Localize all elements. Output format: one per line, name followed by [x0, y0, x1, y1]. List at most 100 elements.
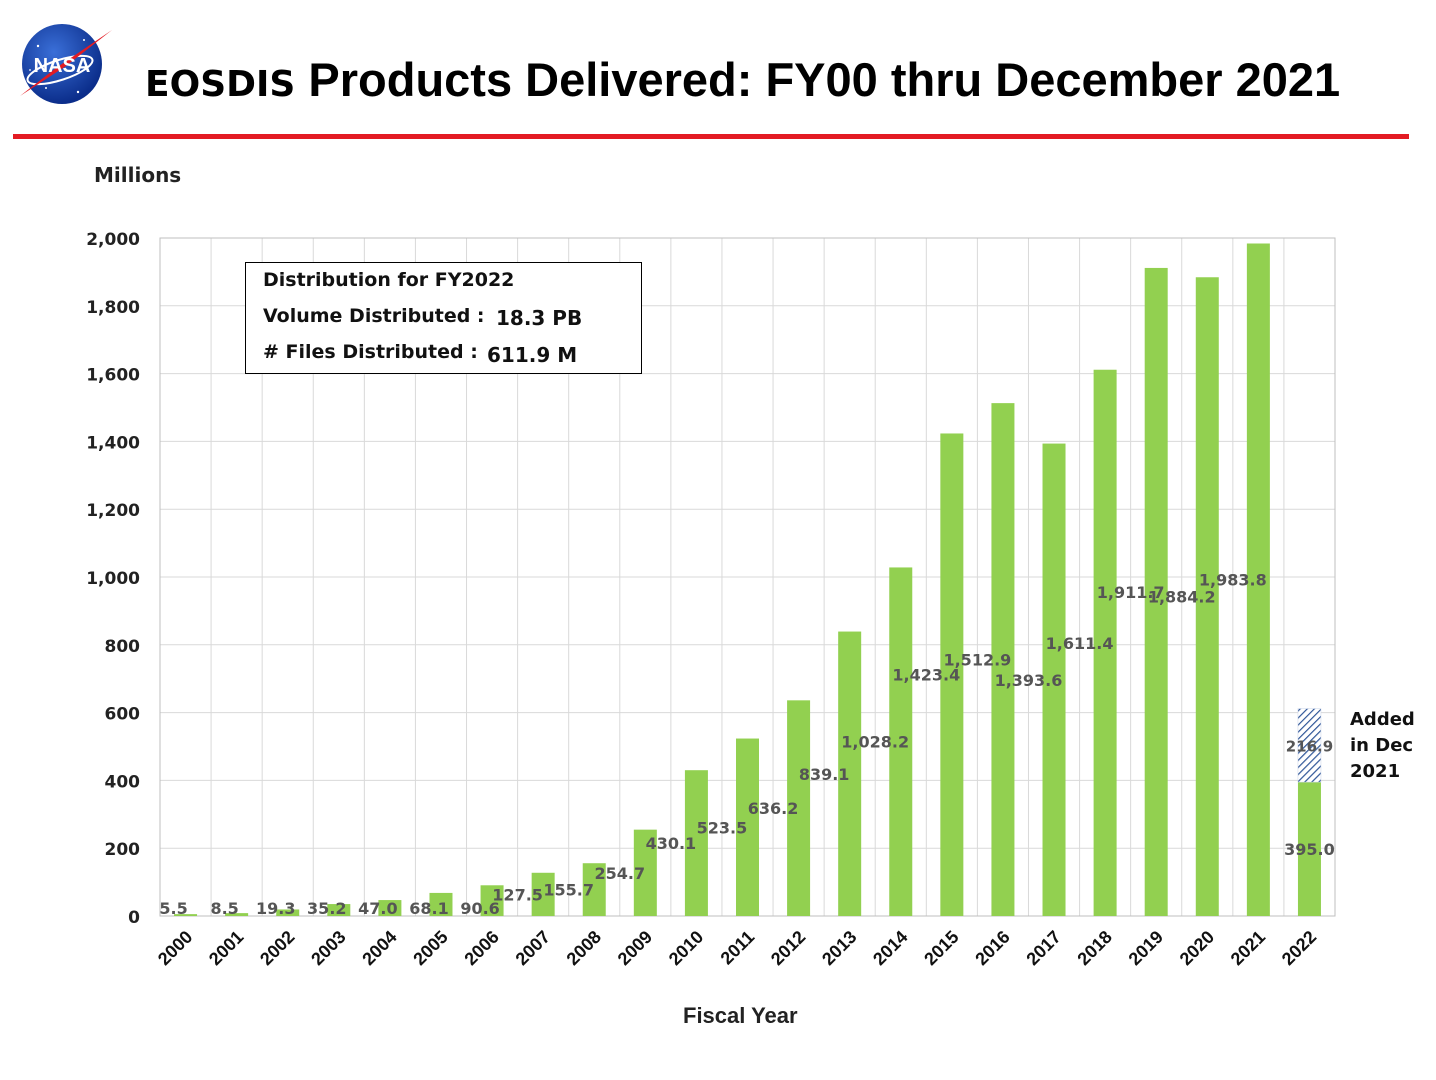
bar-2009 [633, 829, 657, 916]
data-label-2002: 19.3 [256, 899, 295, 918]
x-tick-label: 2008 [563, 927, 605, 969]
x-tick-label: 2019 [1125, 927, 1167, 969]
volume-distributed-label: Volume Distributed : [263, 305, 485, 327]
bar-2002 [276, 909, 300, 916]
data-label-2011: 523.5 [697, 818, 748, 837]
bar-2020 [1195, 277, 1219, 916]
data-label-2017: 1,393.6 [995, 671, 1063, 690]
bar-2016 [991, 403, 1015, 916]
title-divider [13, 134, 1409, 139]
x-tick-label: 2022 [1278, 927, 1320, 969]
data-label-2001: 8.5 [210, 899, 238, 918]
bar-2003 [327, 904, 351, 916]
x-tick-label: 2020 [1176, 927, 1218, 969]
x-tick-label: 2013 [818, 927, 860, 969]
data-label-2021: 1,983.8 [1199, 571, 1267, 590]
nasa-logo: NASA [20, 24, 112, 104]
volume-distributed-value: 18.3 PB [496, 306, 583, 330]
bar-2006 [480, 885, 504, 916]
data-label-2008: 155.7 [543, 881, 594, 900]
bar-2014 [889, 567, 913, 916]
x-tick-label: 2002 [256, 927, 298, 969]
bar-2010 [684, 770, 708, 916]
y-tick-label: 1,600 [86, 366, 140, 386]
annotation-line-2: in Dec [1350, 735, 1414, 756]
data-label-2005: 68.1 [409, 899, 448, 918]
bar-2000 [174, 914, 198, 916]
data-label-2013: 839.1 [799, 765, 850, 784]
info-box-title: Distribution for FY2022 [263, 269, 515, 291]
bar-2017 [1042, 443, 1066, 916]
bar-added-2022 [1297, 708, 1322, 783]
data-label-2022: 395.0 [1284, 840, 1335, 859]
x-tick-label: 2017 [1022, 927, 1064, 969]
page-title: EOSDIS Products Delivered: FY00 thru Dec… [145, 50, 1340, 115]
x-tick-label: 2006 [460, 927, 502, 969]
title-part-1: EOSDIS [145, 64, 296, 105]
data-label-2010: 430.1 [646, 834, 697, 853]
data-label-2007: 127.5 [492, 885, 543, 904]
data-label-2000: 5.5 [159, 899, 187, 918]
y-tick-label: 200 [105, 840, 141, 860]
x-tick-label: 2015 [920, 927, 962, 969]
bar-2019 [1144, 267, 1168, 916]
data-label-2014: 1,028.2 [841, 733, 909, 752]
bar-2022 [1297, 782, 1321, 916]
files-distributed-label: # Files Distributed : [263, 341, 478, 363]
bar-2004 [378, 900, 402, 916]
y-tick-label: 1,200 [86, 501, 140, 521]
x-tick-label: 2012 [767, 927, 809, 969]
x-tick-label: 2009 [614, 927, 656, 969]
bar-2001 [225, 913, 249, 916]
x-tick-label: 2016 [971, 927, 1013, 969]
title-part-2: Products Delivered: FY00 thru December 2… [295, 53, 1341, 106]
x-tick-label: 2004 [358, 927, 400, 969]
bar-2012 [787, 700, 811, 916]
data-label-2009: 254.7 [594, 864, 645, 883]
y-tick-label: 1,800 [86, 298, 140, 318]
x-tick-label: 2003 [307, 927, 349, 969]
annotation-line-1: Added [1350, 709, 1415, 730]
bars-layer [174, 243, 1322, 916]
bar-2013 [838, 631, 862, 916]
data-label-2006: 90.6 [460, 899, 499, 918]
bar-2021 [1246, 243, 1270, 916]
fy2022-distribution-box: Distribution for FY2022 Volume Distribut… [245, 262, 642, 374]
y-tick-label: 1,000 [86, 569, 140, 589]
data-label-2003: 35.2 [307, 899, 346, 918]
y-tick-label: 800 [105, 637, 141, 657]
x-tick-label: 2000 [154, 927, 196, 969]
y-tick-label: 0 [128, 908, 140, 928]
data-label-added-2022: 216.9 [1286, 737, 1333, 755]
x-tick-label: 2014 [869, 927, 911, 969]
nasa-logo-text: NASA [34, 55, 91, 77]
bar-2008 [582, 863, 606, 916]
added-in-dec-annotation: Added in Dec 2021 [1350, 707, 1415, 785]
x-axis-label: Fiscal Year [683, 1003, 798, 1028]
data-label-2012: 636.2 [748, 799, 799, 818]
x-tick-label: 2021 [1227, 927, 1269, 969]
annotation-line-3: 2021 [1350, 761, 1401, 782]
bar-2011 [736, 738, 759, 916]
bar-2018 [1093, 369, 1117, 916]
data-label-2019: 1,911.7 [1097, 583, 1165, 602]
x-tick-label: 2001 [205, 927, 247, 969]
data-label-2015: 1,423.4 [892, 666, 960, 685]
bar-2007 [531, 872, 555, 916]
x-tick-label: 2010 [665, 927, 707, 969]
bar-2005 [429, 892, 453, 916]
bar-2015 [940, 433, 964, 916]
files-distributed-value: 611.9 M [487, 343, 578, 367]
y-tick-label: 400 [105, 772, 141, 792]
y-axis-label: Millions [94, 163, 182, 187]
y-tick-label: 2,000 [86, 230, 140, 250]
x-tick-label: 2018 [1073, 927, 1115, 969]
data-label-2020: 1,884.2 [1148, 588, 1216, 607]
x-tick-label: 2011 [717, 927, 759, 969]
data-label-2016: 1,512.9 [943, 651, 1011, 670]
data-label-2018: 1,611.4 [1046, 634, 1114, 653]
x-tick-label: 2005 [409, 927, 451, 969]
y-tick-label: 1,400 [86, 433, 140, 453]
